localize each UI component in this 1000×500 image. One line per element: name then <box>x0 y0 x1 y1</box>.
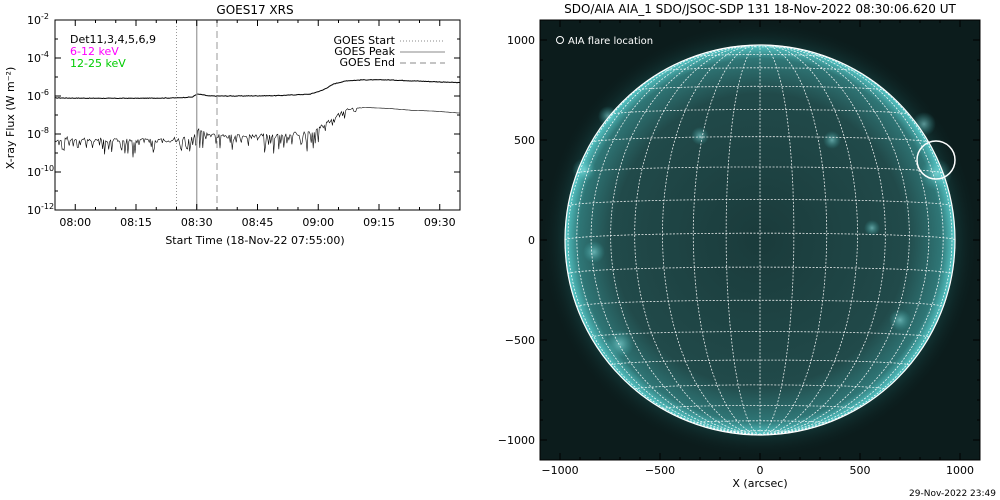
aia-x-tick-label: −1000 <box>541 464 578 477</box>
goes-series-line-low-channel <box>55 79 460 100</box>
goes-x-tick-label: 08:45 <box>242 216 274 229</box>
aia-grid-line <box>610 109 910 115</box>
aia-x-tick-label: 500 <box>850 464 871 477</box>
goes-y-tick-label: 10-8 <box>27 126 49 141</box>
aia-y-tick-label: 1000 <box>507 34 535 47</box>
goes-x-axis-label: Start Time (18-Nov-22 07:55:00) <box>165 234 344 247</box>
aia-chart-title: SDO/AIA AIA_1 SDO/JSOC-SDP 131 18-Nov-20… <box>564 2 956 16</box>
goes-legend-detectors: Det11,3,4,5,6,9 <box>70 33 156 46</box>
aia-grid-line <box>662 67 858 72</box>
goes-legend-start: GOES Start <box>334 34 396 47</box>
aia-legend-label: AIA flare location <box>568 36 653 47</box>
goes-x-tick-label: 09:15 <box>363 216 395 229</box>
goes-chart-title: GOES17 XRS <box>216 3 293 17</box>
aia-legend-marker-icon <box>556 36 564 44</box>
aia-x-tick-label: −500 <box>645 464 675 477</box>
goes-x-tick-label: 08:30 <box>181 216 213 229</box>
aia-grid-line <box>693 54 827 57</box>
aia-grid-line <box>590 45 761 436</box>
aia-y-tick-label: −1000 <box>498 434 535 447</box>
aia-grid-line <box>759 44 795 436</box>
goes-legend-end: GOES End <box>339 56 395 69</box>
aia-heliographic-grid <box>564 44 956 436</box>
aia-grid-line <box>759 45 944 436</box>
goes-x-axis: 08:00 08:15 08:30 08:45 09:00 09:15 09:30 <box>54 20 461 229</box>
aia-grid-line <box>759 48 953 436</box>
aia-x-tick-label: 1000 <box>946 464 974 477</box>
aia-bright-region <box>912 112 936 136</box>
aia-grid-line <box>634 44 761 436</box>
aia-solar-disk <box>565 45 955 435</box>
goes-y-tick-label: 10-12 <box>27 202 54 217</box>
aia-bright-region <box>864 220 880 236</box>
aia-y-axis: −1000 −500 0 500 1000 <box>498 34 980 447</box>
aia-bright-region <box>823 131 841 149</box>
goes-x-tick-label: 08:00 <box>59 216 91 229</box>
aia-y-tick-label: 0 <box>528 234 535 247</box>
goes-legend-band-6-12: 6-12 keV <box>70 45 119 58</box>
aia-grid-line <box>567 48 761 436</box>
aia-grid-line <box>692 44 761 436</box>
aia-x-tick-label: 0 <box>757 464 764 477</box>
aia-solar-limb <box>564 44 956 436</box>
aia-grid-line <box>759 44 910 436</box>
aia-grid-line <box>567 199 953 207</box>
aia-grid-line <box>759 44 858 436</box>
aia-x-axis-label: X (arcsec) <box>732 477 787 490</box>
goes-x-tick-label: 08:15 <box>120 216 152 229</box>
goes-event-lines <box>176 20 218 210</box>
goes-series-line-high-channel <box>54 107 461 158</box>
aia-bright-region <box>691 127 709 145</box>
aia-grid-line <box>662 44 761 436</box>
aia-grid-line <box>759 45 930 436</box>
aia-bright-region <box>583 241 605 263</box>
aia-bright-region <box>606 330 634 358</box>
goes-y-axis: 10-2 10-4 10-6 10-8 10-10 10-12 <box>27 12 460 217</box>
goes-y-tick-label: 10-6 <box>27 88 49 103</box>
aia-grid-line <box>576 45 761 436</box>
aia-plot-area: −1000 −500 0 500 1000 −1000 −500 0 500 1000 <box>498 19 981 477</box>
aia-active-regions <box>572 106 952 358</box>
goes-series-group <box>54 79 461 158</box>
aia-grid-line <box>610 44 761 436</box>
aia-grid-line <box>725 44 761 436</box>
aia-footer-timestamp: 29-Nov-2022 23:49 <box>909 489 996 499</box>
aia-grid-line <box>662 405 858 410</box>
aia-x-axis: −1000 −500 0 500 1000 <box>541 20 974 477</box>
aia-y-tick-label: −500 <box>505 334 535 347</box>
aia-grid-line <box>759 44 828 436</box>
aia-bright-region <box>889 309 911 331</box>
goes-legend-peak: GOES Peak <box>334 45 395 58</box>
goes-legend-band-12-25: 12-25 keV <box>70 57 126 70</box>
goes-xrs-chart: GOES17 XRS 10-2 10-4 10-6 10-8 10-10 10-12 08… <box>4 3 461 247</box>
goes-y-tick-label: 10-2 <box>27 12 49 27</box>
goes-x-tick-label: 09:30 <box>424 216 456 229</box>
goes-y-axis-label: X-ray Flux (W m⁻²) <box>4 67 17 169</box>
goes-x-tick-label: 09:00 <box>302 216 334 229</box>
aia-y-tick-label: 500 <box>514 134 535 147</box>
aia-grid-line <box>759 44 886 436</box>
goes-y-tick-label: 10-10 <box>27 164 54 179</box>
goes-y-tick-label: 10-4 <box>27 50 49 65</box>
aia-flare-location-marker <box>916 140 956 180</box>
